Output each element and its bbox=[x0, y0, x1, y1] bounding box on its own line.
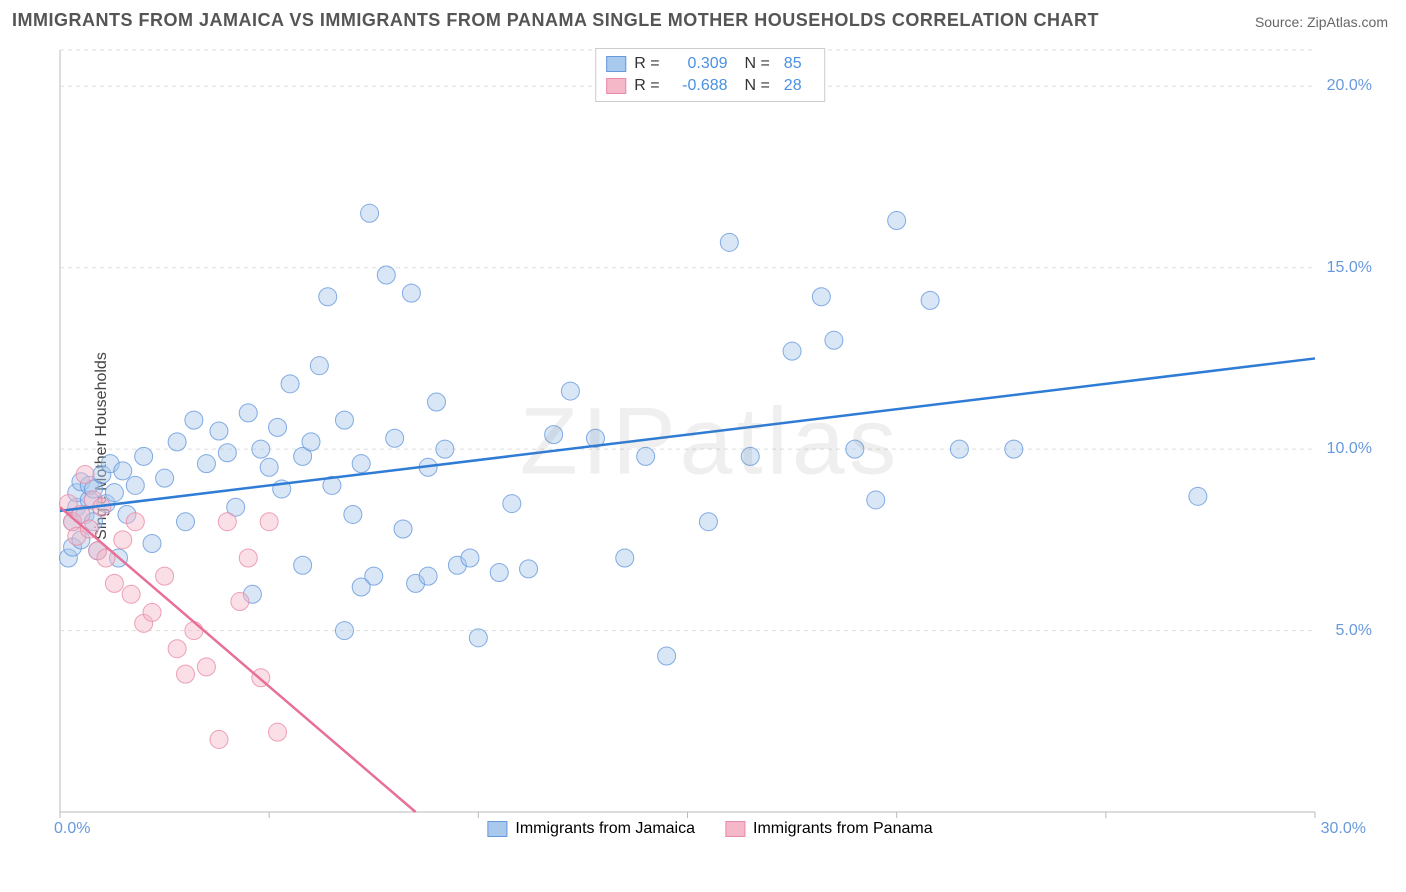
legend-item-jamaica: Immigrants from Jamaica bbox=[487, 820, 695, 838]
y-tick-label: 15.0% bbox=[1327, 259, 1372, 277]
series-legend: Immigrants from Jamaica Immigrants from … bbox=[487, 820, 932, 838]
y-tick-label: 5.0% bbox=[1336, 622, 1372, 640]
r-label: R = bbox=[634, 55, 659, 73]
legend-label-panama: Immigrants from Panama bbox=[753, 820, 933, 838]
legend-label-jamaica: Immigrants from Jamaica bbox=[515, 820, 695, 838]
n-value-jamaica: 85 bbox=[784, 55, 814, 73]
swatch-panama-icon bbox=[725, 821, 745, 837]
swatch-jamaica-icon bbox=[487, 821, 507, 837]
swatch-jamaica bbox=[606, 56, 626, 72]
n-label: N = bbox=[736, 55, 770, 73]
n-value-panama: 28 bbox=[784, 77, 814, 95]
legend-row-panama: R = -0.688 N = 28 bbox=[606, 75, 814, 97]
legend-row-jamaica: R = 0.309 N = 85 bbox=[606, 53, 814, 75]
legend-item-panama: Immigrants from Panama bbox=[725, 820, 933, 838]
source-label: Source: ZipAtlas.com bbox=[1255, 14, 1388, 30]
n-label: N = bbox=[736, 77, 770, 95]
r-value-jamaica: 0.309 bbox=[668, 55, 728, 73]
correlation-legend: R = 0.309 N = 85 R = -0.688 N = 28 bbox=[595, 48, 825, 102]
r-label: R = bbox=[634, 77, 659, 95]
y-tick-label: 20.0% bbox=[1327, 77, 1372, 95]
chart-area: ZIPatlas R = 0.309 N = 85 R = -0.688 N =… bbox=[50, 42, 1370, 842]
scatter-plot-svg bbox=[50, 42, 1370, 842]
swatch-panama bbox=[606, 78, 626, 94]
x-axis-max-label: 30.0% bbox=[1321, 820, 1366, 838]
y-tick-label: 10.0% bbox=[1327, 440, 1372, 458]
r-value-panama: -0.688 bbox=[668, 77, 728, 95]
chart-title: IMMIGRANTS FROM JAMAICA VS IMMIGRANTS FR… bbox=[12, 10, 1099, 31]
x-axis-min-label: 0.0% bbox=[54, 820, 90, 838]
